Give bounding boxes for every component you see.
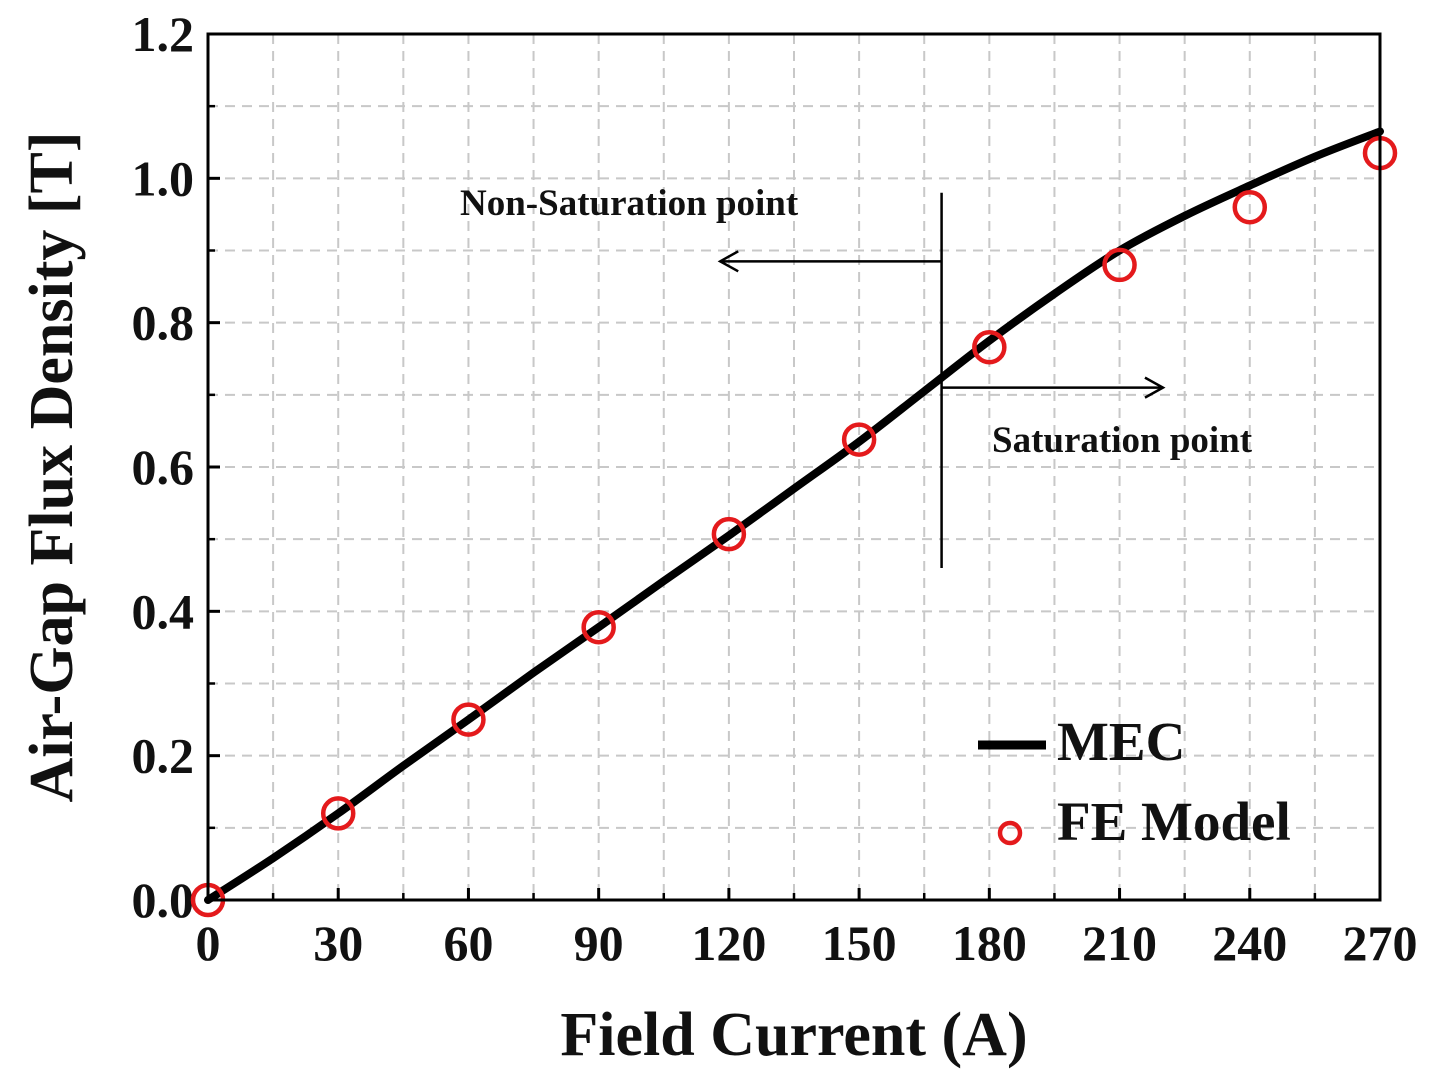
x-tick-label: 150	[822, 915, 897, 971]
data-point-fe-model	[1232, 189, 1268, 225]
y-axis-title: Air-Gap Flux Density [T]	[18, 131, 86, 802]
legend: MEC FE Model	[978, 711, 1291, 852]
annotation-saturation-label: Saturation point	[992, 420, 1253, 461]
y-tick-label: 1.2	[132, 6, 195, 62]
annotations: Non-Saturation point Saturation point	[460, 183, 1253, 569]
grid	[208, 34, 1380, 900]
y-tick-label: 1.0	[132, 150, 195, 206]
x-axis-title: Field Current (A)	[560, 1001, 1027, 1069]
annotation-saturation-arrow-head	[1144, 376, 1166, 399]
y-tick-label: 0.6	[132, 439, 195, 495]
x-tick-label: 90	[574, 915, 624, 971]
axis-ticks: 0 30 60 90 120 150 180 210 240 270 0.0 0.2 0.4 0.6 0.8…	[132, 6, 1418, 971]
x-tick-label: 0	[196, 915, 221, 971]
data-point-fe-model	[1102, 247, 1137, 283]
annotation-non-saturation-arrow-head	[717, 250, 739, 273]
annotation-non-saturation-label: Non-Saturation point	[460, 183, 799, 224]
y-tick-label: 0.8	[132, 295, 195, 351]
x-tick-label: 270	[1343, 915, 1418, 971]
x-tick-label: 30	[313, 915, 363, 971]
series-line-mec	[204, 127, 1384, 904]
data-point-fe-model	[972, 329, 1007, 365]
plot-frame	[206, 32, 1382, 902]
data-point-fe-model	[581, 609, 616, 645]
y-tick-label: 0.4	[132, 583, 195, 639]
x-tick-label: 120	[691, 915, 766, 971]
data-point-fe-model	[841, 422, 877, 457]
legend-fe-model-label: FE Model	[1057, 791, 1291, 852]
x-tick-label: 210	[1082, 915, 1157, 971]
data-point-fe-model	[320, 796, 356, 831]
y-tick-label: 0.0	[132, 872, 195, 928]
legend-fe-model-marker	[997, 820, 1023, 846]
x-tick-label: 240	[1212, 915, 1287, 971]
y-tick-label: 0.2	[132, 728, 195, 784]
x-tick-label: 180	[952, 915, 1027, 971]
series	[190, 127, 1398, 918]
data-point-fe-model	[711, 516, 747, 552]
legend-mec-label: MEC	[1057, 711, 1185, 772]
data-point-fe-model	[451, 702, 486, 737]
x-tick-label: 60	[443, 915, 493, 971]
